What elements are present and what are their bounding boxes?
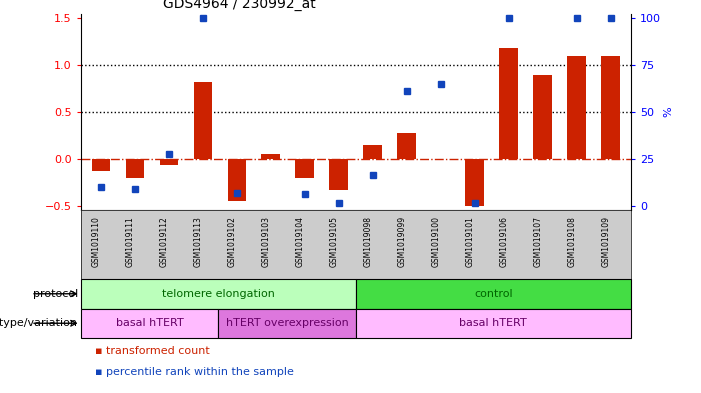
Text: GSM1019102: GSM1019102 [228, 216, 237, 266]
Text: GSM1019103: GSM1019103 [262, 216, 271, 267]
Text: GSM1019112: GSM1019112 [160, 216, 169, 266]
Text: GSM1019099: GSM1019099 [397, 216, 407, 267]
Text: GSM1019098: GSM1019098 [364, 216, 373, 267]
Bar [397, 132, 416, 159]
Text: GSM1019111: GSM1019111 [126, 216, 135, 266]
Bar [363, 145, 382, 159]
Bar [92, 159, 110, 171]
Bar [601, 56, 620, 159]
Text: basal hTERT: basal hTERT [459, 318, 527, 328]
Text: control: control [474, 289, 512, 299]
Text: GSM1019110: GSM1019110 [92, 216, 101, 266]
Bar [160, 159, 178, 165]
Bar [81, 279, 355, 309]
Text: GSM1019105: GSM1019105 [329, 216, 339, 267]
Text: GSM1019101: GSM1019101 [465, 216, 475, 266]
Bar [218, 309, 355, 338]
Bar [228, 159, 246, 201]
Bar [125, 159, 144, 178]
Bar [329, 159, 348, 190]
Text: GSM1019108: GSM1019108 [568, 216, 576, 266]
Text: GSM1019107: GSM1019107 [533, 216, 543, 267]
Text: protocol: protocol [33, 289, 78, 299]
Text: GSM1019109: GSM1019109 [601, 216, 611, 267]
Text: ▪ transformed count: ▪ transformed count [95, 346, 210, 356]
Text: genotype/variation: genotype/variation [0, 318, 78, 328]
Text: GSM1019100: GSM1019100 [432, 216, 441, 267]
Text: GSM1019104: GSM1019104 [296, 216, 305, 267]
Bar [567, 56, 586, 159]
Text: GDS4964 / 230992_at: GDS4964 / 230992_at [163, 0, 316, 11]
Bar [295, 159, 314, 178]
Text: telomere elongation: telomere elongation [162, 289, 275, 299]
Bar [533, 75, 552, 159]
Bar [355, 279, 631, 309]
Bar [499, 48, 518, 159]
Text: basal hTERT: basal hTERT [116, 318, 183, 328]
Text: hTERT overexpression: hTERT overexpression [226, 318, 348, 328]
Bar [261, 154, 280, 159]
Text: GSM1019106: GSM1019106 [500, 216, 509, 267]
Text: GSM1019113: GSM1019113 [194, 216, 203, 266]
Bar [193, 82, 212, 159]
Text: ▪ percentile rank within the sample: ▪ percentile rank within the sample [95, 367, 294, 377]
Bar [81, 309, 218, 338]
Bar [465, 159, 484, 206]
Y-axis label: %: % [664, 107, 674, 118]
Bar [355, 309, 631, 338]
